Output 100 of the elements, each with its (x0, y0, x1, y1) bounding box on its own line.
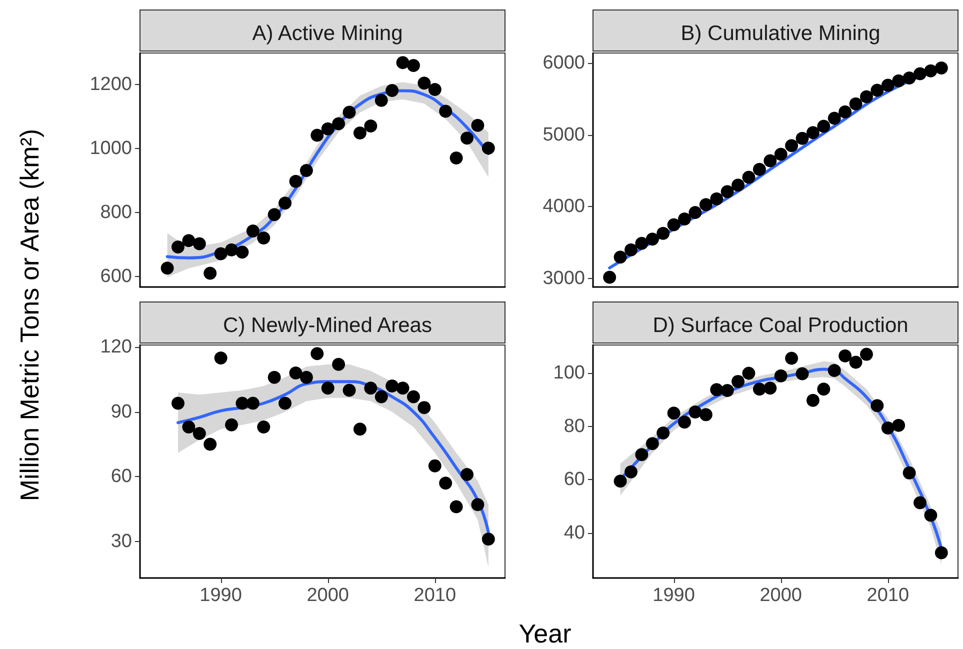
x-tick-label: 1990 (652, 585, 695, 606)
y-tick-label: 60 (564, 469, 585, 490)
point (934, 546, 948, 560)
point (720, 185, 734, 198)
point (321, 122, 334, 136)
point (914, 496, 926, 510)
point (849, 97, 862, 110)
point (172, 240, 184, 254)
point (838, 105, 852, 118)
y-tick-label: 90 (110, 401, 132, 422)
point (688, 206, 702, 219)
point (838, 349, 852, 362)
point (332, 358, 346, 371)
point (374, 94, 388, 107)
point (752, 382, 766, 396)
y-axis-title: Million Metric Tons or Area (km²) (14, 128, 46, 502)
y-tick-label: 6000 (542, 52, 585, 74)
point (764, 382, 777, 395)
point (471, 498, 484, 512)
point (289, 174, 302, 188)
point (828, 364, 841, 378)
point (892, 74, 906, 88)
point (342, 106, 356, 119)
y-tick-label: 120 (100, 336, 132, 358)
point (300, 164, 313, 177)
point (439, 104, 452, 118)
x-tick-label: 2000 (760, 585, 802, 606)
y-tick-label: 60 (110, 466, 132, 488)
point (752, 162, 766, 176)
point (406, 58, 420, 72)
point (192, 426, 206, 440)
point (246, 396, 260, 410)
point (439, 476, 452, 490)
point (172, 396, 184, 410)
point (428, 82, 442, 96)
point (774, 148, 788, 161)
y-tick-label: 80 (564, 416, 585, 437)
point (310, 347, 324, 360)
point (396, 56, 410, 70)
point (460, 468, 474, 481)
point (460, 132, 474, 145)
point (300, 370, 313, 384)
point (806, 394, 820, 407)
point (182, 420, 196, 434)
point (450, 152, 463, 164)
point (482, 532, 495, 546)
point (710, 383, 724, 396)
point (374, 390, 388, 404)
point (278, 396, 292, 410)
point (386, 84, 399, 97)
x-tick-label: 1990 (200, 585, 242, 606)
point (225, 418, 238, 432)
point (204, 266, 217, 280)
point (828, 112, 841, 125)
point (214, 351, 228, 364)
point (603, 270, 616, 284)
y-tick-label: 600 (100, 266, 132, 287)
point (268, 370, 281, 384)
y-tick-label: 5000 (542, 124, 585, 146)
point (892, 418, 906, 432)
point (332, 117, 346, 130)
point (764, 154, 777, 168)
y-tick-label: 4000 (542, 196, 585, 218)
point (742, 170, 756, 184)
point (450, 500, 463, 514)
y-tick-label: 30 (110, 530, 132, 552)
point (471, 118, 484, 132)
chart-title: C) Newly-Mined Areas (223, 314, 432, 337)
x-axis-title: Year (518, 618, 572, 649)
point (699, 198, 712, 212)
point (225, 243, 238, 256)
point (742, 366, 756, 380)
point (182, 234, 196, 248)
point (364, 382, 378, 395)
point (418, 76, 431, 90)
point (849, 356, 862, 369)
point (614, 250, 627, 264)
point (796, 367, 809, 380)
y-tick-label: 800 (100, 202, 132, 223)
x-tick-label: 2000 (306, 585, 349, 606)
point (817, 120, 830, 133)
point (806, 126, 820, 140)
point (614, 474, 627, 488)
point (353, 126, 366, 140)
point (914, 67, 926, 80)
point (364, 119, 378, 132)
point (881, 421, 894, 434)
point (624, 243, 638, 256)
point (406, 390, 420, 404)
point (902, 466, 916, 480)
point (635, 236, 648, 250)
point (268, 208, 281, 222)
point (396, 382, 410, 395)
point (353, 422, 366, 436)
point (699, 408, 712, 422)
point (667, 406, 680, 420)
chart-title: A) Active Mining (252, 22, 403, 45)
point (321, 382, 334, 395)
point (635, 448, 648, 462)
point (482, 142, 495, 155)
